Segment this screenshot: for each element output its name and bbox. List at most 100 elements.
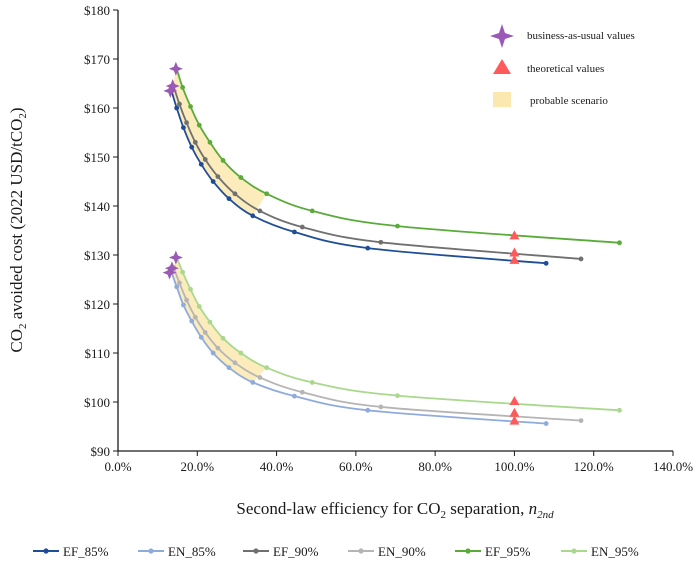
series-point-EN_85%	[292, 393, 297, 399]
legend-label: EF_90%	[273, 544, 319, 559]
series-point-EF_95%	[309, 208, 315, 214]
marker-key: business-as-usual values theoretical val…	[490, 24, 635, 107]
series-point-EF_90%	[184, 120, 189, 126]
series-point-EN_85%	[365, 407, 371, 413]
series-point-EF_85%	[292, 229, 297, 235]
series-point-EF_95%	[238, 175, 244, 180]
y-tick-label: $100	[84, 395, 110, 410]
y-title-sub: 2	[17, 323, 29, 329]
x-title-sub: 2	[440, 509, 446, 521]
series-point-EF_95%	[188, 104, 193, 109]
x-title-main: Second-law efficiency for CO	[236, 499, 440, 518]
x-title-italic: n	[529, 499, 538, 518]
probable-scenario-bands	[171, 68, 267, 383]
series-point-EF_85%	[174, 105, 180, 111]
series-line-EN_95%	[175, 257, 620, 412]
series-point-EF_85%	[543, 260, 549, 266]
series-point-EF_90%	[215, 174, 221, 180]
legend-swatch-dot	[465, 548, 471, 554]
business-as-usual-marker	[163, 83, 178, 98]
y-tick-label: $140	[84, 199, 110, 214]
key-triangle-icon	[493, 59, 511, 74]
key-label-bau: business-as-usual values	[527, 30, 635, 42]
x-tick-label: 20.0%	[180, 459, 214, 474]
series-point-EN_95%	[188, 286, 193, 292]
series-point-EN_90%	[177, 280, 182, 286]
series-point-EN_90%	[232, 360, 238, 366]
legend-label: EF_85%	[63, 544, 109, 559]
legend-swatch-dot	[43, 548, 49, 554]
series-point-EN_90%	[257, 375, 263, 380]
y-axis-ticks: $90 $100 $110 $120 $130 $140 $150 $160 $170 $180	[84, 3, 118, 459]
business-as-usual-marker	[162, 265, 177, 280]
series-point-EF_90%	[232, 191, 238, 197]
series-point-EN_85%	[174, 284, 180, 290]
series-point-EN_85%	[226, 365, 232, 371]
series-point-EF_95%	[196, 122, 202, 128]
y-tick-label: $120	[84, 297, 110, 312]
series-point-EN_90%	[184, 297, 189, 303]
series-point-EN_90%	[578, 418, 584, 424]
y-tick-label: $90	[91, 444, 111, 459]
y-title-main: CO	[7, 329, 26, 353]
y-tick-label: $180	[84, 3, 110, 18]
legend-label: EF_95%	[485, 544, 531, 559]
y-title-end: )	[7, 107, 26, 113]
y-title-sub2: 2	[17, 113, 29, 119]
series-point-EF_95%	[180, 85, 186, 90]
series-point-EF_85%	[181, 125, 186, 130]
series-point-EN_90%	[299, 389, 305, 395]
series-point-EF_85%	[226, 196, 232, 202]
legend-swatch-dot	[253, 548, 259, 554]
series-point-EF_90%	[177, 101, 182, 107]
x-tick-label: 60.0%	[339, 459, 373, 474]
series-point-EN_95%	[395, 393, 400, 399]
series-point-EN_95%	[617, 407, 622, 413]
series-point-EF_85%	[189, 144, 195, 150]
series-point-EN_85%	[210, 350, 216, 356]
series-line-EF_85%	[170, 90, 547, 265]
series-line-EN_85%	[170, 271, 547, 425]
series-point-EF_90%	[192, 139, 198, 145]
theoretical-value-marker	[509, 396, 520, 405]
series-point-EN_95%	[264, 365, 270, 371]
series-point-EN_95%	[196, 304, 202, 309]
business-as-usual-marker	[168, 61, 183, 76]
x-title-after: separation,	[446, 499, 529, 518]
series-point-EF_90%	[299, 224, 305, 230]
special-markers	[162, 61, 520, 425]
theoretical-value-marker	[509, 415, 520, 425]
probable-scenario-band	[171, 257, 267, 383]
series-point-EF_95%	[264, 191, 270, 197]
series-point-EN_95%	[207, 319, 213, 325]
y-tick-label: $170	[84, 52, 110, 67]
y-title-after: avoided cost (2022 USD/tCO	[7, 119, 26, 324]
theoretical-value-marker	[509, 230, 520, 240]
x-tick-label: 40.0%	[260, 459, 294, 474]
series-point-EN_95%	[220, 335, 226, 341]
series-point-EF_90%	[202, 157, 208, 162]
legend: EF_85% EN_85% EF_90% EN_90% EF_95% EN_95%	[33, 544, 639, 559]
series-point-EF_85%	[198, 161, 204, 167]
legend-swatch-dot	[571, 548, 577, 554]
x-tick-label: 100.0%	[494, 459, 534, 474]
y-tick-label: $150	[84, 150, 110, 165]
series-point-EN_85%	[181, 302, 186, 308]
key-star-icon	[490, 24, 514, 48]
series-point-EN_85%	[189, 318, 195, 324]
series-point-EF_95%	[617, 240, 622, 246]
business-as-usual-marker	[168, 250, 183, 265]
key-box-icon	[493, 92, 511, 107]
legend-swatch-dot	[358, 548, 364, 554]
series-point-EN_90%	[192, 314, 198, 320]
y-tick-label: $110	[84, 346, 110, 361]
series-point-EN_85%	[543, 421, 549, 426]
x-axis-ticks: 0.0% 20.0% 40.0% 60.0% 80.0% 100.0% 120.0% 140.…	[104, 451, 693, 474]
series-point-EN_95%	[180, 269, 186, 275]
business-as-usual-marker	[165, 78, 180, 93]
series-point-EF_95%	[395, 223, 400, 229]
series-point-EF_85%	[250, 213, 256, 219]
series-point-EF_85%	[365, 245, 371, 251]
legend-label: EN_95%	[591, 544, 639, 559]
